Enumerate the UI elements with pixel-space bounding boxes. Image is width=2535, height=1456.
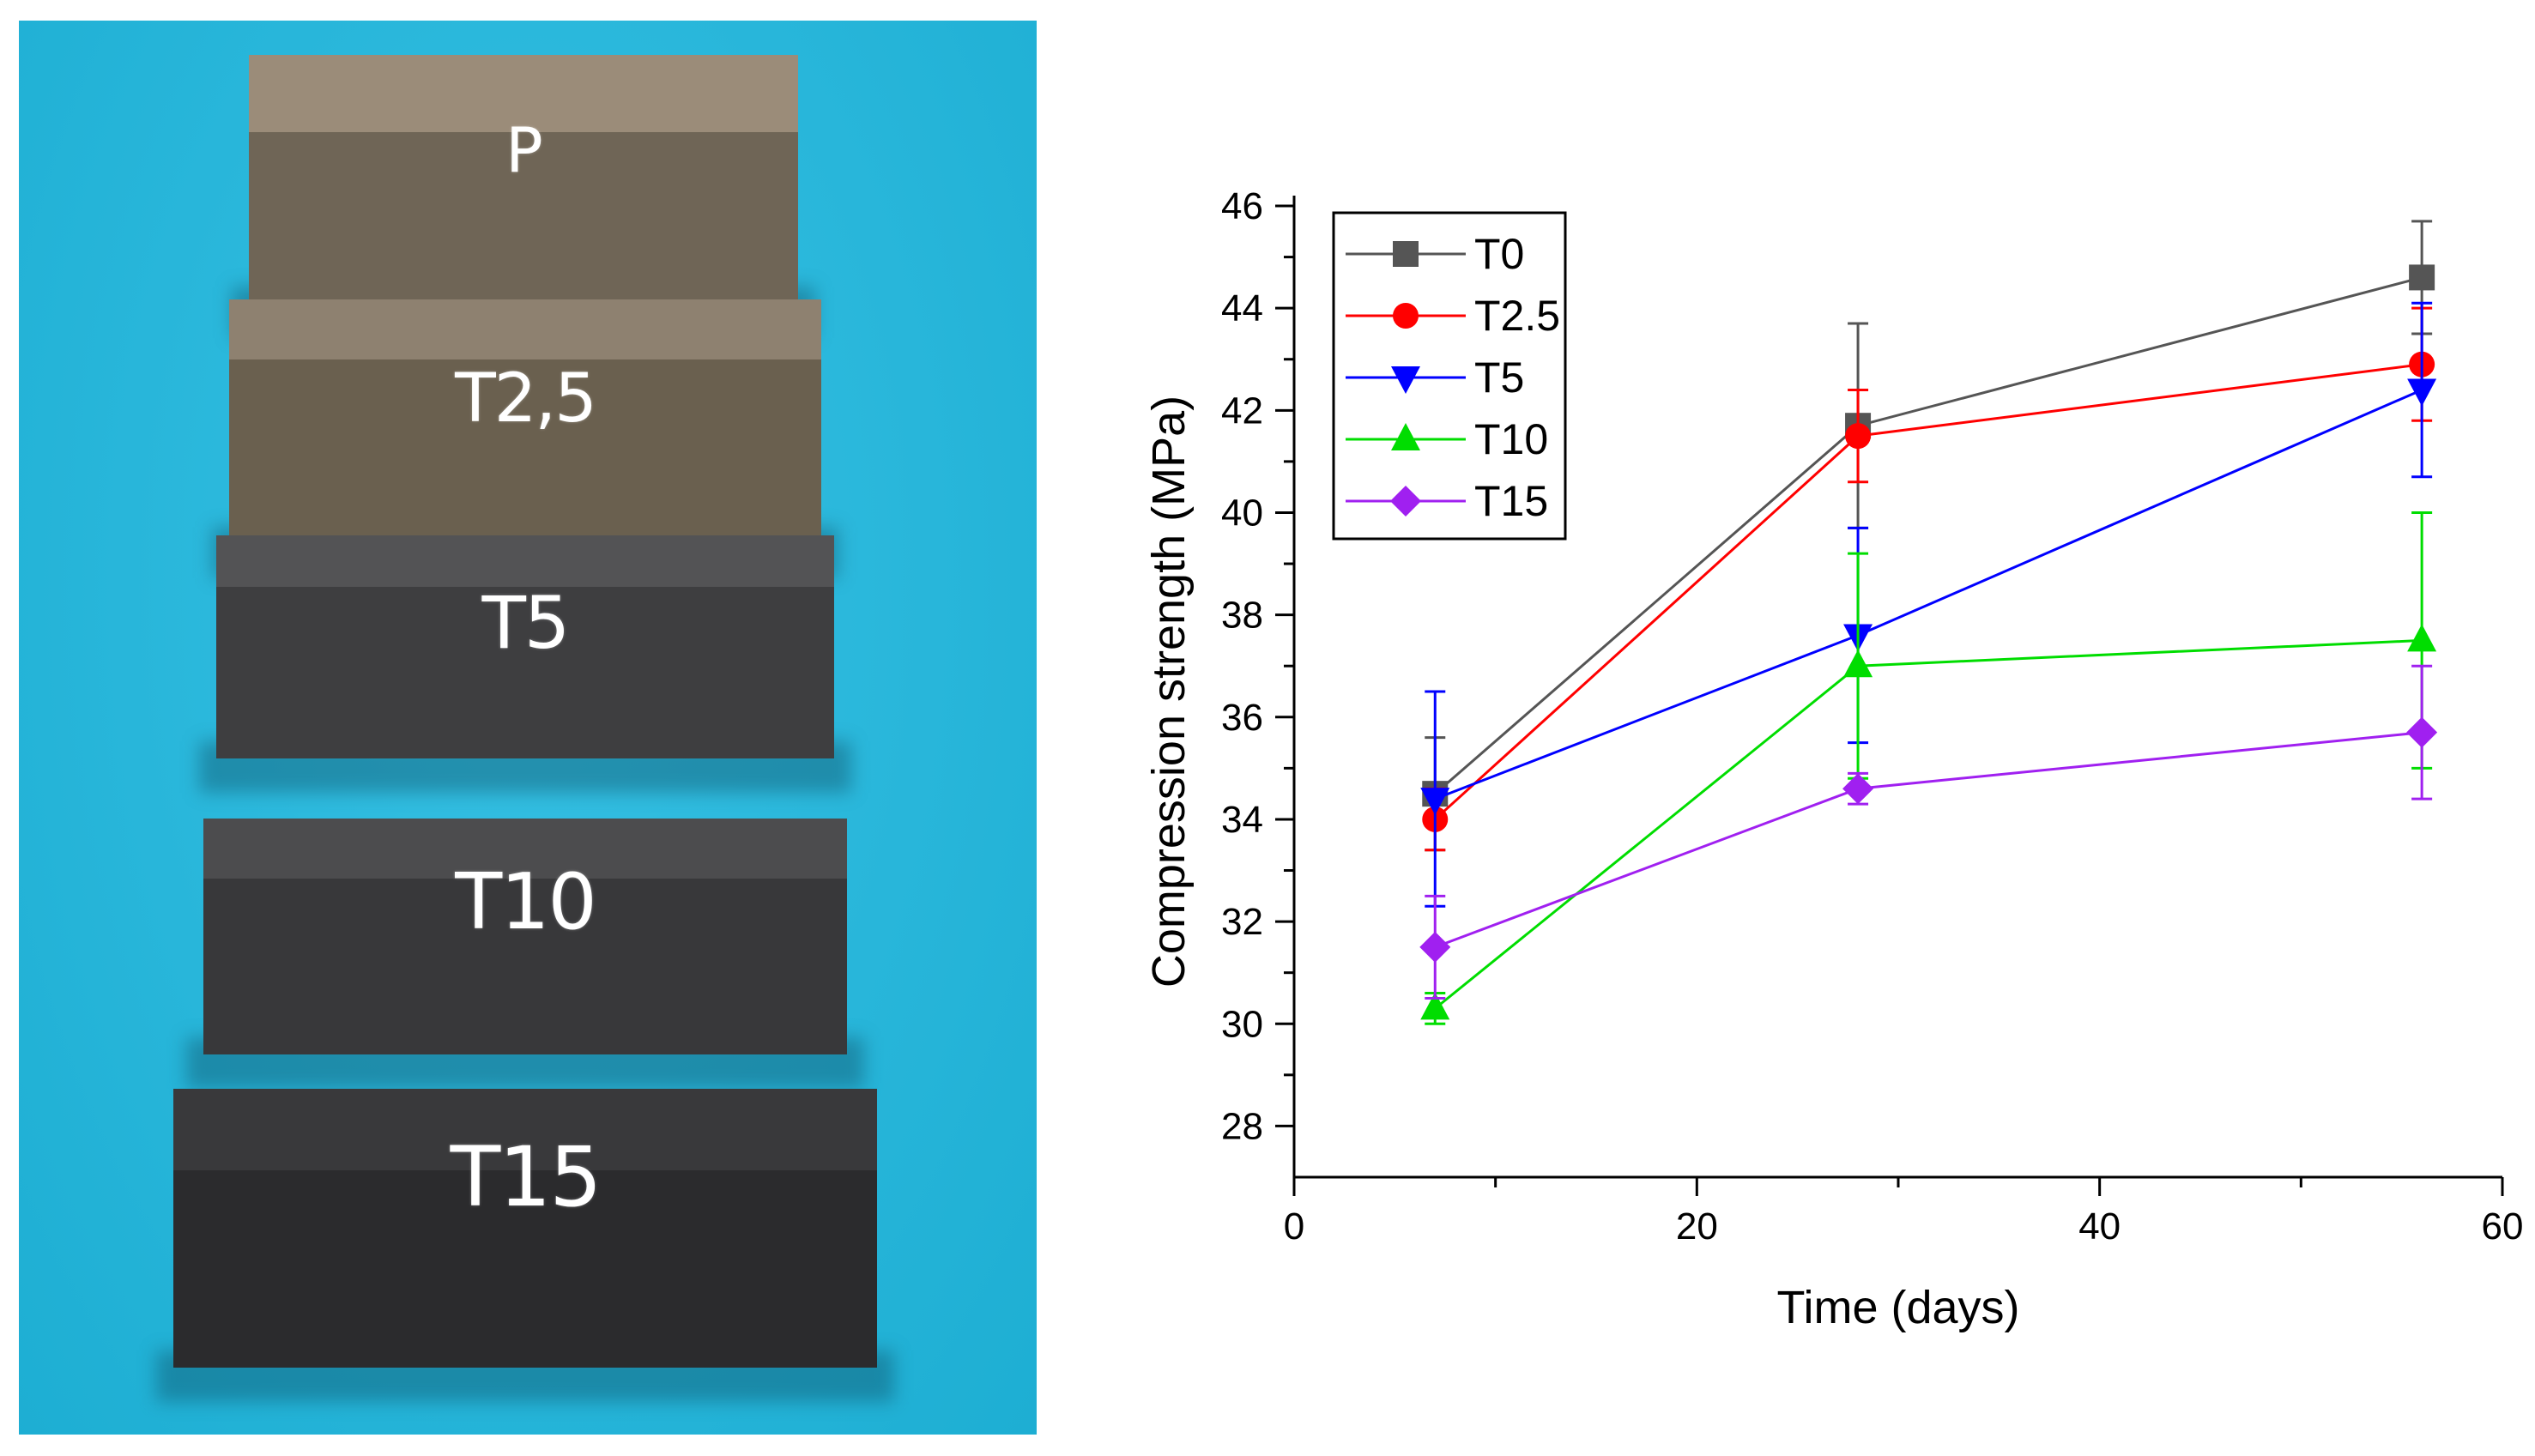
y-tick-label: 30 xyxy=(1221,1003,1263,1045)
specimen-front-face xyxy=(249,132,798,304)
data-point xyxy=(1420,992,1450,1020)
specimen-front-face xyxy=(203,879,847,1054)
legend-box xyxy=(1332,211,1567,541)
data-point xyxy=(1842,773,1874,805)
legend-marker xyxy=(1391,366,1420,394)
specimen-label: T10 xyxy=(455,857,597,947)
data-point xyxy=(2407,624,2437,652)
series-layer xyxy=(1419,220,2438,1025)
legend-label: T0 xyxy=(1474,230,1524,278)
y-tick-label: 32 xyxy=(1221,901,1263,943)
legend-marker xyxy=(1390,486,1421,517)
specimen-bar: T10 xyxy=(203,819,847,1054)
data-point xyxy=(2406,716,2438,748)
legend-label: T2.5 xyxy=(1474,292,1560,340)
specimen-front-face xyxy=(229,359,821,544)
specimen-top-face xyxy=(249,55,798,132)
x-tick-label: 20 xyxy=(1676,1205,1718,1248)
y-axis-label: Compression strength (MPa) xyxy=(1143,396,1195,988)
specimen-bar: T2,5 xyxy=(229,299,821,544)
series-t10 xyxy=(1420,511,2437,1025)
data-point xyxy=(1843,649,1873,678)
legend-label: T10 xyxy=(1474,415,1548,463)
legend-marker xyxy=(1393,303,1419,329)
x-tick-label: 40 xyxy=(2078,1205,2121,1248)
chart-axes: 28 30 32 34 36 38 40 42 44 46 0 20 40 60 xyxy=(1221,185,2523,1248)
specimen-label: T15 xyxy=(450,1129,602,1225)
y-tick-label: 40 xyxy=(1221,492,1263,534)
data-point xyxy=(1419,931,1451,963)
specimen-label: T5 xyxy=(481,581,571,665)
legend-label: T5 xyxy=(1474,353,1524,402)
specimen-top-face xyxy=(216,535,834,587)
y-tick-label: 38 xyxy=(1221,595,1263,637)
data-point xyxy=(2407,378,2437,407)
series-t0 xyxy=(1422,220,2435,852)
specimen-label: P xyxy=(505,114,542,186)
legend-marker xyxy=(1393,241,1419,267)
specimen-top-face xyxy=(173,1089,877,1170)
y-tick-label: 42 xyxy=(1221,390,1263,432)
specimen-bar: P xyxy=(249,55,798,304)
series-line xyxy=(1434,275,2423,795)
data-point xyxy=(1845,423,1872,450)
compression-strength-chart: 28 30 32 34 36 38 40 42 44 46 0 20 40 60 T0 T2.5 T5 T10 T… xyxy=(1107,129,2532,1347)
specimen-bar: T5 xyxy=(216,535,834,758)
x-tick-label: 60 xyxy=(2482,1205,2524,1248)
specimen-bar: T15 xyxy=(173,1089,877,1368)
series-t2-5 xyxy=(1422,306,2435,852)
series-t15 xyxy=(1419,664,2438,1000)
y-tick-label: 36 xyxy=(1221,697,1263,739)
data-point xyxy=(1420,788,1450,816)
specimen-label: T2,5 xyxy=(455,360,597,438)
data-point xyxy=(2409,264,2435,291)
specimen-top-face xyxy=(229,299,821,359)
x-axis-label: Time (days) xyxy=(1776,1282,2019,1333)
y-tick-label: 28 xyxy=(1221,1105,1263,1147)
y-tick-label: 34 xyxy=(1221,799,1263,841)
series-line xyxy=(1434,731,2423,949)
series-t5 xyxy=(1420,301,2437,908)
y-tick-label: 44 xyxy=(1221,287,1263,329)
y-tick-label: 46 xyxy=(1221,185,1263,227)
series-line xyxy=(1434,638,2423,1010)
chart-legend: T0 T2.5 T5 T10 T15 xyxy=(1332,211,1567,541)
specimen-top-face xyxy=(203,819,847,879)
x-tick-label: 0 xyxy=(1284,1205,1304,1248)
legend-marker xyxy=(1391,423,1420,450)
legend-label: T15 xyxy=(1474,477,1548,525)
specimen-front-face xyxy=(173,1170,877,1368)
specimen-front-face xyxy=(216,587,834,758)
series-line xyxy=(1434,389,2423,800)
specimen-photo: P T2,5 T5 T10 T15 xyxy=(19,21,1037,1435)
series-line xyxy=(1434,363,2423,821)
